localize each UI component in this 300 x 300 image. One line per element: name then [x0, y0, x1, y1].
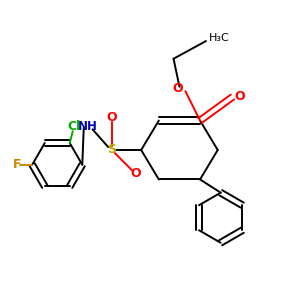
Text: O: O — [106, 111, 117, 124]
Text: O: O — [235, 91, 245, 103]
Text: NH: NH — [78, 120, 98, 133]
Text: F: F — [13, 158, 22, 171]
Text: O: O — [130, 167, 141, 180]
Text: O: O — [173, 82, 183, 95]
Text: H₃C: H₃C — [209, 33, 230, 43]
Text: Cl: Cl — [68, 120, 81, 134]
Text: S: S — [107, 143, 116, 157]
